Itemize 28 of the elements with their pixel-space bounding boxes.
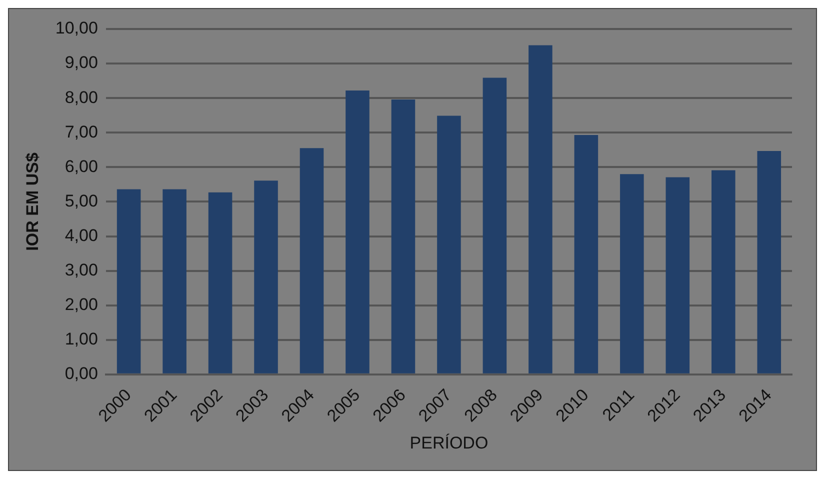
bar: [346, 90, 370, 374]
y-tick-label: 7,00: [64, 122, 98, 142]
bar: [666, 177, 690, 374]
y-tick-label: 2,00: [64, 295, 98, 314]
y-tick-label: 4,00: [64, 226, 98, 245]
y-tick-label: 6,00: [64, 156, 98, 176]
y-tick-label: 9,00: [64, 53, 98, 72]
bar: [437, 116, 461, 374]
y-axis-title: IOR EM US$: [22, 152, 42, 251]
bar: [757, 150, 782, 374]
bar: [574, 135, 598, 374]
y-tick-label: 1,00: [64, 330, 98, 349]
x-axis-title: PERÍODO: [410, 433, 488, 452]
y-tick-label: 0,00: [64, 364, 98, 384]
y-tick-label: 5,00: [64, 191, 98, 210]
bar: [482, 78, 507, 374]
bar: [528, 45, 552, 374]
bar: [162, 189, 186, 374]
y-tick-label: 10,00: [55, 18, 98, 38]
bar: [391, 99, 416, 374]
bar: [208, 192, 232, 374]
y-tick-label: 3,00: [64, 260, 98, 280]
bar: [300, 148, 324, 374]
bar: [620, 174, 644, 374]
bar: [712, 170, 736, 374]
bar: [254, 180, 278, 374]
bar: [116, 189, 141, 374]
y-tick-label: 8,00: [64, 88, 98, 107]
